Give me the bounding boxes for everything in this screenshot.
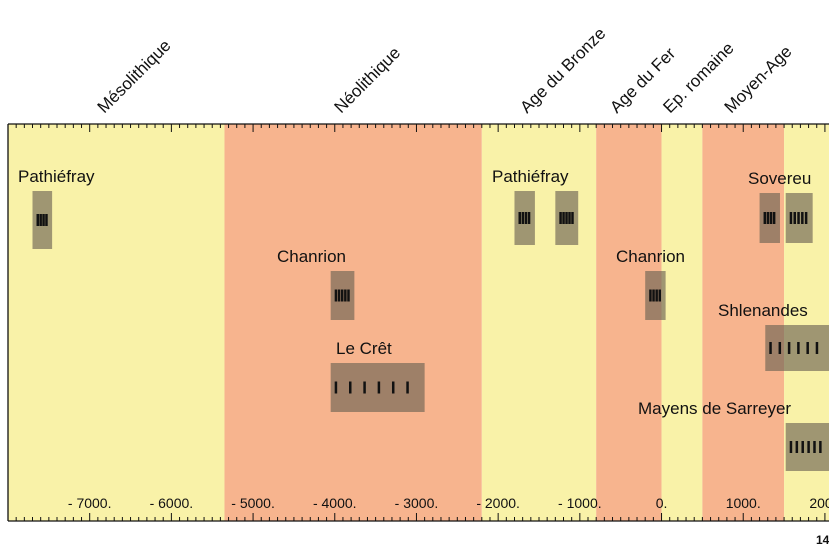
date-mark	[562, 212, 565, 224]
date-mark	[789, 441, 793, 453]
site-boxes	[32, 191, 829, 471]
date-mark	[559, 212, 562, 224]
date-mark	[801, 212, 804, 224]
date-mark	[804, 212, 808, 224]
tick-label: 2000	[809, 495, 829, 511]
date-mark	[655, 289, 658, 302]
axis-ticks	[7, 124, 826, 521]
site-label: Chanrion	[616, 247, 685, 266]
date-mark	[391, 381, 395, 394]
date-mark	[797, 342, 800, 354]
date-mark	[789, 212, 793, 224]
date-mark	[658, 289, 662, 302]
date-mark	[340, 289, 344, 302]
tick-label: - 3000.	[395, 495, 439, 511]
tick-label: 1000.	[726, 495, 761, 511]
date-mark	[652, 289, 655, 302]
site-label: Chanrion	[277, 247, 346, 266]
date-mark	[769, 212, 773, 224]
date-mark	[778, 342, 782, 354]
site-label: Mayens de Sarreyer	[638, 399, 791, 418]
date-mark	[527, 212, 531, 224]
date-mark	[406, 381, 409, 394]
date-mark	[524, 212, 528, 224]
date-mark	[571, 212, 574, 224]
date-mark	[801, 441, 804, 453]
page-number: 14	[816, 533, 829, 547]
date-mark	[769, 342, 772, 354]
date-mark	[377, 381, 381, 394]
period-band	[8, 124, 225, 521]
date-mark	[347, 289, 350, 302]
date-mark	[45, 214, 48, 226]
tick-labels: - 7000. - 6000. - 5000. - 4000. - 3000. - 200…	[68, 495, 829, 511]
date-mark	[813, 441, 816, 453]
date-mark	[806, 342, 809, 354]
site-label: Pathiéfray	[492, 167, 569, 186]
site-label: Sovereu	[748, 169, 811, 188]
date-mark	[334, 289, 338, 302]
tick-label: - 2000.	[476, 495, 520, 511]
tick-label: - 4000.	[313, 495, 357, 511]
date-mark	[344, 289, 347, 302]
date-mark	[334, 381, 338, 394]
period-band	[596, 124, 662, 521]
date-mark	[39, 214, 42, 226]
date-mark	[568, 212, 571, 224]
date-mark	[565, 212, 568, 224]
tick-label: - 1000.	[558, 495, 602, 511]
date-mark	[349, 381, 352, 394]
tick-label: 0.	[656, 495, 668, 511]
date-mark	[36, 214, 40, 226]
period-label: Mésolithique	[94, 36, 175, 117]
period-band	[481, 124, 597, 521]
period-band	[702, 124, 785, 521]
period-label: Age du Bronze	[516, 24, 609, 117]
date-mark	[819, 441, 822, 453]
date-mark	[795, 441, 799, 453]
site-label: Le Crêt	[336, 339, 392, 358]
date-mark	[787, 342, 791, 354]
date-mark	[42, 214, 45, 226]
date-mark	[766, 212, 770, 224]
date-mark	[815, 342, 819, 354]
period-label: Néolithique	[331, 43, 405, 117]
period-band	[224, 124, 482, 521]
period-labels: Mésolithique Néolithique Age du BronzeAge …	[94, 24, 796, 117]
date-mark	[363, 381, 366, 394]
date-mark	[337, 289, 341, 302]
tick-label: - 7000.	[68, 495, 112, 511]
site-labels: Pathiéfray Pathiéfray Chanrion Chanrion Le C…	[18, 167, 811, 418]
date-range-box	[765, 325, 829, 371]
site-label: Shlenandes	[718, 301, 808, 320]
date-mark	[649, 289, 652, 302]
date-mark	[807, 441, 810, 453]
period-bands	[8, 124, 829, 521]
tick-label: - 5000.	[231, 495, 275, 511]
plot-frame	[7, 123, 829, 522]
period-band	[661, 124, 703, 521]
date-mark	[518, 212, 521, 224]
date-mark	[521, 212, 525, 224]
date-mark	[772, 212, 776, 224]
date-mark	[763, 212, 767, 224]
date-mark	[797, 212, 800, 224]
date-mark	[793, 212, 796, 224]
tick-label: - 6000.	[150, 495, 194, 511]
site-label: Pathiéfray	[18, 167, 95, 186]
